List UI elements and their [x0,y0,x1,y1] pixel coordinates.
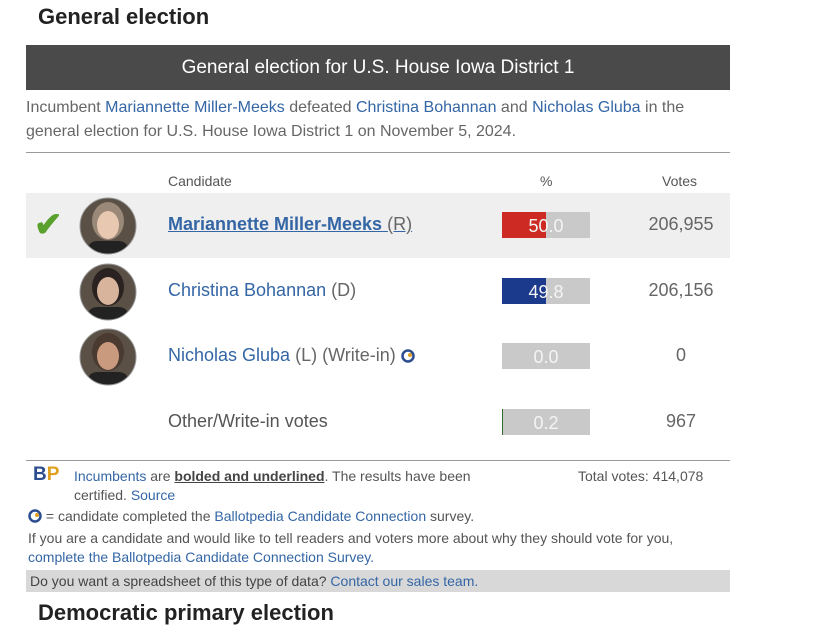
votes: 0 [616,345,746,366]
divider [26,152,730,153]
candidate-name: Christina Bohannan (D) [168,280,356,301]
candidate-name: Other/Write-in votes [168,411,328,432]
link[interactable]: Nicholas Gluba [532,99,641,116]
text: and [496,99,532,116]
connection-icon [28,509,42,523]
heading: General election [38,4,209,30]
votes: 967 [616,411,746,432]
divider [26,460,730,461]
link[interactable]: Ballotpedia Candidate Connection [214,508,426,524]
percent-label: 0.2 [502,413,590,434]
candidate-name: Nicholas Gluba (L) (Write-in) [168,345,415,366]
link[interactable]: Source [131,487,175,503]
text: Do you want a spreadsheet of this type o… [30,573,330,589]
text: = candidate completed the [42,508,214,524]
banner: General election for U.S. House Iowa Dis… [26,45,730,90]
votes: 206,955 [616,214,746,235]
text: bolded and underlined [174,468,324,484]
footer-connection: = candidate completed the Ballotpedia Ca… [28,507,474,526]
link[interactable]: Mariannette Miller-Meeks [105,99,285,116]
column-header: Votes [662,173,697,189]
candidate-photo [79,263,137,326]
text: defeated [285,99,356,116]
candidate-link: Other/Write-in votes [168,411,328,431]
percent-label: 0.0 [502,347,590,368]
footer-note: Incumbents are bolded and underlined. Th… [74,467,514,505]
summary: Incumbent Mariannette Miller-Meeks defea… [26,96,730,144]
column-header: Candidate [168,173,232,189]
text: If you are a candidate and would like to… [28,530,673,546]
text: P [47,464,60,485]
candidate-link[interactable]: Mariannette Miller-Meeks [168,214,382,234]
text: Incumbent [26,99,105,116]
text: are [146,468,174,484]
party: (D) [331,280,356,300]
candidate-link[interactable]: Nicholas Gluba [168,345,290,365]
party: (R) [387,214,412,234]
percent-bar: 49.8 [502,278,590,304]
percent-label: 49.8 [502,282,590,303]
page: General election General election for U.… [0,0,828,611]
candidate-link[interactable]: Christina Bohannan [168,280,326,300]
link[interactable]: complete the Ballotpedia Candidate Conne… [28,549,374,565]
next-heading: Democratic primary election [38,600,334,626]
percent-bar: 0.0 [502,343,590,369]
winner-check: ✔ [34,205,63,245]
connection-icon [401,345,415,365]
footer-candidate: If you are a candidate and would like to… [28,529,728,567]
column-header: % [540,173,552,189]
sales-bar: Do you want a spreadsheet of this type o… [26,570,730,592]
candidate-photo [79,197,137,260]
candidate-name: Mariannette Miller-Meeks (R) [168,214,412,235]
link[interactable]: Contact our sales team. [330,573,478,589]
total-votes: Total votes: 414,078 [578,467,703,486]
party: (L) (Write-in) [295,345,396,365]
percent-bar: 50.0 [502,212,590,238]
link[interactable]: Incumbents [74,468,146,484]
logo: BP [33,464,59,486]
text: survey. [426,508,474,524]
percent-label: 50.0 [502,216,590,237]
link[interactable]: Christina Bohannan [356,99,497,116]
candidate-photo [79,328,137,391]
votes: 206,156 [616,280,746,301]
text: B [33,464,47,485]
percent-bar: 0.2 [502,409,590,435]
